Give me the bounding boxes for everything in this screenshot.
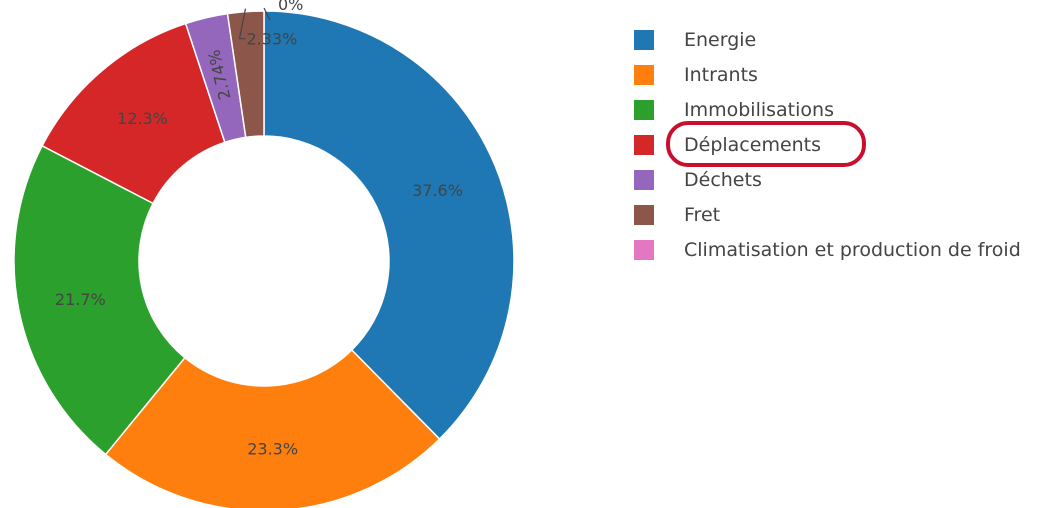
slice-label-deplacements: 12.3%	[117, 109, 168, 128]
slice-label-intrants: 23.3%	[247, 439, 298, 458]
legend-item-intrants[interactable]: Intrants	[634, 64, 758, 86]
slice-immobilisations[interactable]	[13, 144, 186, 456]
legend-item-dechets[interactable]: Déchets	[634, 169, 762, 191]
legend-label-fret: Fret	[684, 204, 720, 226]
legend-swatch-climatisation-et-production-de-froid	[634, 240, 654, 260]
legend-swatch-energie	[634, 30, 654, 50]
slice-label-climatisation-et-production-de-froid: 0%	[278, 0, 303, 14]
legend-label-climatisation-et-production-de-froid: Climatisation et production de froid	[684, 239, 1021, 261]
donut-slices	[13, 10, 515, 508]
legend-label-energie: Energie	[684, 29, 756, 51]
legend-item-energie[interactable]: Energie	[634, 29, 756, 51]
legend-swatch-immobilisations	[634, 100, 654, 120]
highlight-ellipse	[666, 121, 866, 167]
slice-label-energie: 37.6%	[412, 181, 463, 200]
slice-label-immobilisations: 21.7%	[55, 290, 106, 309]
legend-item-climatisation-et-production-de-froid[interactable]: Climatisation et production de froid	[634, 239, 1021, 261]
legend-swatch-intrants	[634, 65, 654, 85]
legend-swatch-dechets	[634, 170, 654, 190]
leader-line-climatisation-et-production-de-froid	[263, 7, 271, 21]
legend-item-deplacements[interactable]: Déplacements	[634, 134, 821, 156]
legend-label-immobilisations: Immobilisations	[684, 99, 834, 121]
slice-energie[interactable]	[263, 10, 515, 441]
slice-fret[interactable]	[226, 10, 265, 139]
leader-line-fret	[238, 8, 247, 40]
legend-label-intrants: Intrants	[684, 64, 758, 86]
slice-intrants[interactable]	[104, 348, 441, 508]
legend-item-immobilisations[interactable]: Immobilisations	[634, 99, 834, 121]
legend-label-deplacements: Déplacements	[684, 134, 821, 156]
legend-swatch-deplacements	[634, 135, 654, 155]
slice-label-fret: 2.33%	[246, 30, 297, 49]
legend-label-dechets: Déchets	[684, 169, 762, 191]
legend-item-fret[interactable]: Fret	[634, 204, 720, 226]
slice-labels: 37.6%23.3%21.7%12.3%2.74%2.33%0%	[55, 0, 463, 458]
legend[interactable]: Energie Intrants Immobilisations Déplacemen…	[634, 29, 1021, 261]
legend-swatch-fret	[634, 205, 654, 225]
